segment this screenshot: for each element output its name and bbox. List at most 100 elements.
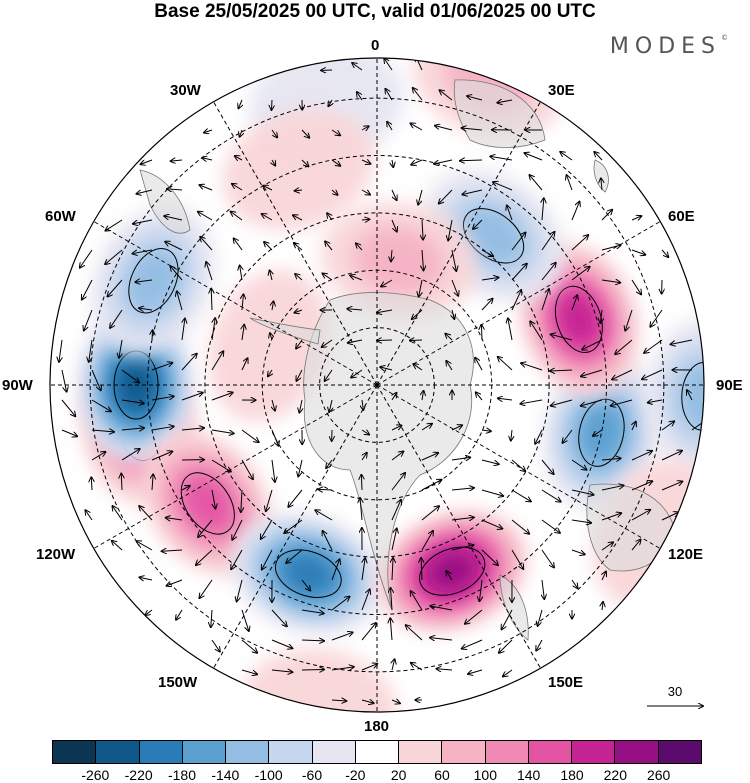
wind-vector bbox=[601, 542, 613, 551]
colorbar-swatch bbox=[399, 741, 443, 763]
wind-vector bbox=[237, 579, 243, 601]
wind-vector bbox=[448, 219, 453, 240]
wind-vector bbox=[272, 459, 275, 482]
wind-vector bbox=[362, 558, 365, 581]
wind-vector bbox=[121, 474, 122, 491]
meridian bbox=[198, 384, 378, 694]
wind-vector bbox=[421, 531, 433, 551]
wind-vector bbox=[293, 215, 303, 221]
colorbar-swatch bbox=[182, 741, 227, 763]
wind-vector bbox=[467, 96, 483, 101]
wind-vector bbox=[530, 321, 543, 341]
lon-label-120e: 120E bbox=[668, 546, 704, 563]
wind-vector bbox=[392, 393, 396, 401]
wind-vector bbox=[301, 129, 309, 138]
wind-vector bbox=[481, 299, 493, 311]
wind-vector bbox=[202, 158, 213, 160]
wind-vector bbox=[325, 241, 333, 251]
wind-vector bbox=[582, 339, 603, 350]
wind-vector bbox=[235, 156, 243, 160]
wind-vector bbox=[204, 130, 213, 133]
wind-vector bbox=[465, 609, 483, 624]
wind-vector bbox=[211, 289, 212, 311]
colorbar-swatch bbox=[96, 741, 140, 763]
wind-vector bbox=[511, 290, 521, 311]
wind-vector bbox=[140, 577, 153, 580]
wind-vector bbox=[61, 399, 75, 416]
wind-vector bbox=[326, 459, 333, 468]
wind-vector bbox=[181, 486, 190, 490]
colorbar-tick-label: -260 bbox=[81, 767, 110, 783]
wind-vector bbox=[352, 63, 363, 71]
wind-vector bbox=[479, 579, 482, 601]
wind-vector bbox=[625, 309, 633, 331]
wind-vector bbox=[563, 429, 573, 443]
wind-vector bbox=[82, 279, 93, 300]
wind-vector bbox=[318, 489, 333, 490]
colorbar-tick-label: -20 bbox=[345, 767, 366, 783]
wind-vector bbox=[541, 459, 554, 474]
wind-vector bbox=[571, 235, 588, 251]
wind-vector bbox=[181, 354, 197, 371]
wind-vector bbox=[541, 549, 554, 567]
wind-vector bbox=[61, 369, 67, 392]
wind-vector bbox=[271, 609, 287, 626]
wind-vector bbox=[571, 520, 591, 523]
wind-vector bbox=[348, 340, 363, 343]
wind-vector bbox=[462, 639, 483, 649]
meridian bbox=[376, 384, 556, 694]
wind-vector bbox=[434, 159, 453, 164]
wind-vector bbox=[535, 429, 543, 444]
wind-vector bbox=[361, 190, 370, 195]
wind-vector bbox=[200, 237, 213, 251]
wind-vector bbox=[327, 213, 332, 221]
wind-vector bbox=[541, 263, 556, 281]
wind-vector bbox=[422, 391, 424, 401]
meridian bbox=[376, 384, 686, 564]
wind-vector bbox=[481, 549, 498, 565]
wind-vector bbox=[571, 267, 590, 281]
wind-vector bbox=[232, 519, 243, 540]
wind-vector bbox=[422, 249, 424, 270]
wind-vector bbox=[121, 428, 144, 430]
wind-vector bbox=[691, 419, 704, 431]
wind-vector bbox=[361, 589, 370, 611]
wind-vector bbox=[594, 152, 603, 161]
wind-vector bbox=[391, 425, 401, 431]
wind-vector bbox=[476, 392, 483, 401]
wind-vector bbox=[166, 518, 183, 520]
wind-vector bbox=[571, 489, 593, 495]
wind-vector bbox=[390, 618, 392, 641]
wind-vector bbox=[511, 549, 523, 569]
wind-vector bbox=[331, 129, 340, 135]
wind-vector bbox=[151, 363, 172, 371]
wind-vector bbox=[241, 609, 249, 631]
wind-vector bbox=[462, 189, 483, 194]
wind-vector bbox=[435, 126, 453, 131]
wind-vector bbox=[392, 159, 393, 167]
wind-vector bbox=[481, 459, 499, 464]
wind-vector bbox=[511, 459, 525, 471]
wind-vector bbox=[661, 451, 682, 461]
wind-vector bbox=[296, 339, 303, 348]
anomaly-4 bbox=[232, 512, 385, 635]
wind-vector bbox=[232, 184, 243, 191]
colorbar-tick-label: 100 bbox=[473, 767, 498, 783]
reference-vector-label: 30 bbox=[667, 684, 683, 699]
wind-vector bbox=[430, 638, 453, 640]
wind-vector bbox=[521, 363, 543, 371]
anomaly-14 bbox=[222, 108, 375, 231]
wind-vector bbox=[551, 399, 573, 406]
wind-vector bbox=[165, 242, 183, 251]
wind-vector bbox=[177, 291, 183, 311]
wind-vector bbox=[361, 700, 374, 703]
wind-vector bbox=[451, 425, 462, 431]
wind-vector bbox=[357, 92, 363, 101]
wind-vector bbox=[151, 396, 174, 401]
wind-vector bbox=[601, 513, 621, 521]
wind-vector bbox=[529, 175, 543, 191]
wind-vector bbox=[511, 489, 531, 501]
colorbar-swatch bbox=[53, 741, 97, 763]
wind-vector bbox=[507, 206, 513, 221]
wind-vector bbox=[661, 481, 682, 491]
